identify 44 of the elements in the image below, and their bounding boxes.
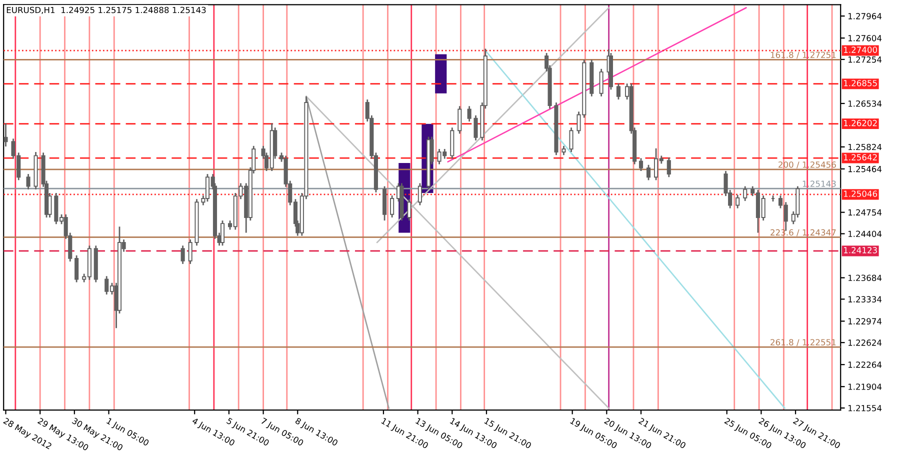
chart-title: EURUSD,H1 1.24925 1.25175 1.24888 1.25143 (6, 6, 206, 14)
ref-line-label: 1.24123 (844, 247, 877, 254)
candlestick (562, 145, 566, 156)
ref-line-label: 1.25046 (844, 190, 878, 197)
candlestick (458, 105, 462, 134)
y-tick-label: 1.24754 (848, 209, 882, 216)
y-tick-label: 1.23684 (848, 274, 882, 282)
y-tick-label: 1.24404 (848, 230, 882, 238)
candlestick (418, 182, 422, 206)
candlestick (220, 220, 225, 246)
candlestick (736, 194, 740, 209)
ref-line-label: 1.27400 (844, 46, 878, 53)
candlestick (407, 198, 412, 222)
y-tick-label: 1.25464 (848, 166, 882, 172)
y-tick-label: 1.22974 (848, 318, 882, 324)
y-tick-label: 1.27964 (848, 13, 882, 20)
candlestick (743, 186, 748, 202)
candlestick (188, 238, 192, 265)
candlestick (180, 244, 185, 265)
y-tick-label: 1.22624 (848, 340, 882, 346)
ref-line-label: 1.26855 (844, 80, 877, 86)
candlestick (666, 156, 671, 178)
ref-line-label: 1.26202 (844, 120, 877, 126)
bar (435, 54, 447, 94)
candlestick (26, 173, 30, 190)
candlestick (474, 114, 478, 142)
candlestick (599, 68, 604, 98)
y-tick-label: 1.23334 (848, 296, 882, 302)
candlestick (467, 105, 472, 122)
candlestick (4, 122, 8, 148)
candlestick (390, 194, 394, 218)
y-tick-label: 1.21554 (848, 404, 882, 412)
candlestick (646, 164, 651, 181)
candlestick (74, 254, 79, 283)
candlestick (638, 157, 644, 172)
y-tick-label: 1.27604 (848, 35, 882, 42)
y-tick-label: 1.21904 (848, 384, 882, 390)
y-tick-label: 1.27254 (848, 56, 882, 63)
y-tick-label: 1.22264 (848, 362, 882, 368)
y-tick-label: 1.26534 (848, 100, 882, 107)
ref-line-label: 1.25642 (844, 154, 877, 160)
candlestick (569, 126, 574, 153)
candlestick (616, 82, 621, 100)
y-tick-label: 1.25824 (848, 144, 882, 150)
